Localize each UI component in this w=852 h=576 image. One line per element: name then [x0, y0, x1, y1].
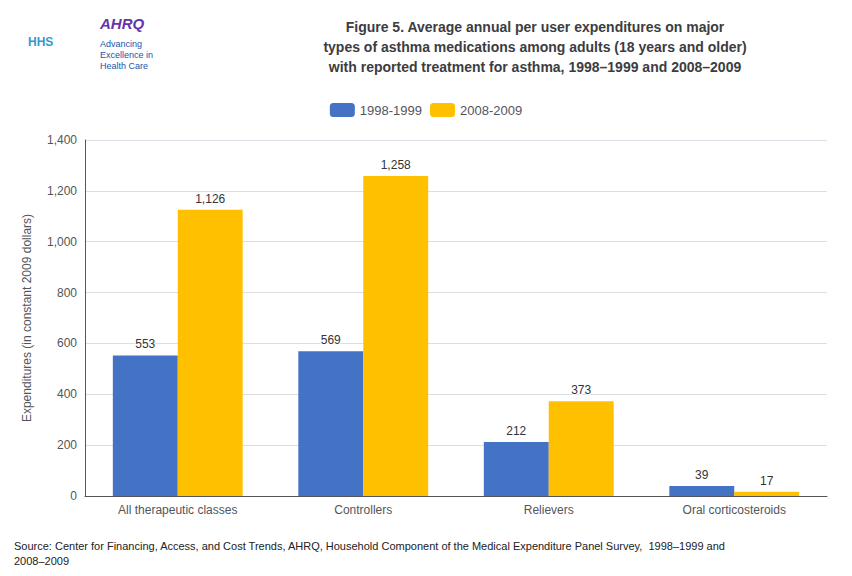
- svg-text:1,258: 1,258: [381, 158, 411, 172]
- svg-text:1,400: 1,400: [47, 133, 77, 147]
- svg-text:1998-1999: 1998-1999: [360, 103, 422, 118]
- svg-text:2008-2009: 2008-2009: [460, 103, 522, 118]
- svg-text:800: 800: [57, 286, 77, 300]
- svg-text:Figure 5. Average annual per u: Figure 5. Average annual per user expend…: [346, 19, 725, 35]
- svg-text:212: 212: [506, 424, 526, 438]
- svg-text:17: 17: [760, 474, 774, 488]
- svg-text:400: 400: [57, 387, 77, 401]
- svg-text:569: 569: [321, 333, 341, 347]
- svg-text:Advancing: Advancing: [100, 39, 142, 49]
- svg-text:200: 200: [57, 438, 77, 452]
- svg-text:Oral corticosteroids: Oral corticosteroids: [683, 503, 786, 517]
- svg-text:Source: Center for Financing,: Source: Center for Financing, Access, an…: [14, 540, 725, 552]
- svg-text:1,126: 1,126: [195, 192, 225, 206]
- svg-text:0: 0: [70, 489, 77, 503]
- svg-text:HHS: HHS: [28, 35, 53, 49]
- svg-text:types of asthma medications am: types of asthma medications among adults…: [323, 39, 746, 55]
- svg-text:Health Care: Health Care: [100, 61, 148, 71]
- svg-text:Controllers: Controllers: [334, 503, 392, 517]
- svg-text:Relievers: Relievers: [524, 503, 574, 517]
- svg-text:AHRQ: AHRQ: [99, 15, 144, 32]
- svg-text:373: 373: [571, 383, 591, 397]
- svg-text:All therapeutic classes: All therapeutic classes: [118, 503, 237, 517]
- svg-text:600: 600: [57, 336, 77, 350]
- svg-text:with reported treatment for as: with reported treatment for asthma, 1998…: [328, 59, 742, 75]
- svg-text:1,200: 1,200: [47, 184, 77, 198]
- svg-text:39: 39: [695, 468, 709, 482]
- svg-text:Expenditures (in constant 2009: Expenditures (in constant 2009 dollars): [20, 214, 34, 422]
- svg-text:Excellence in: Excellence in: [100, 50, 153, 60]
- svg-text:1,000: 1,000: [47, 235, 77, 249]
- svg-text:553: 553: [135, 337, 155, 351]
- svg-text:2008–2009: 2008–2009: [14, 555, 69, 567]
